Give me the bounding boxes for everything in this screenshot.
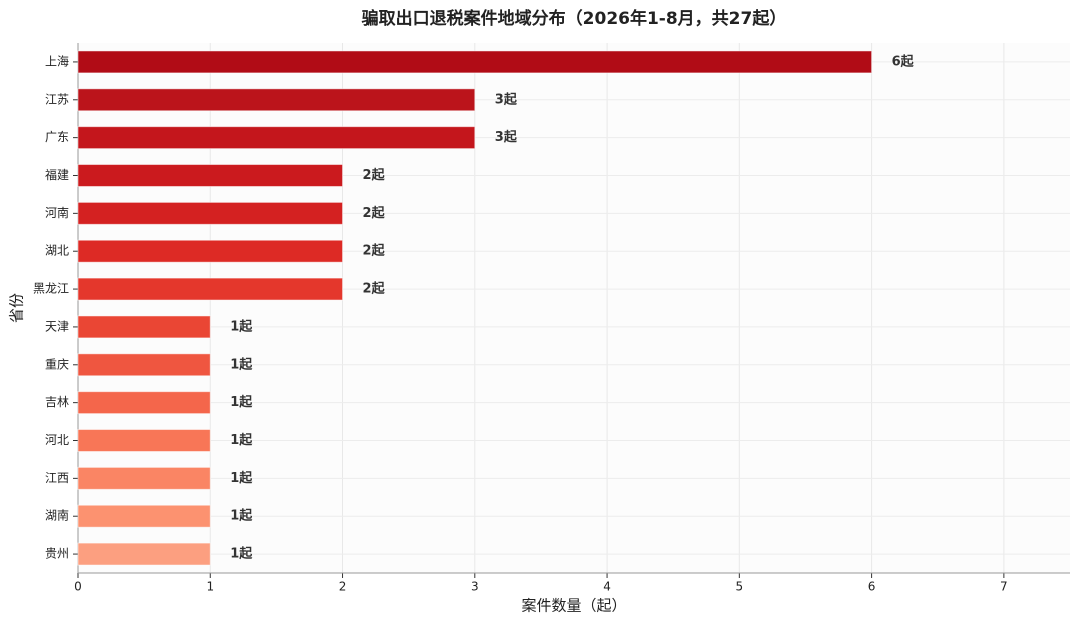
y-tick-label: 上海	[45, 53, 69, 68]
value-label: 3起	[495, 91, 518, 107]
bar	[77, 277, 344, 301]
y-tick-label: 黑龙江	[33, 282, 69, 296]
plot-area	[78, 43, 1070, 573]
bar	[77, 542, 211, 566]
y-tick-label: 福建	[45, 167, 69, 182]
y-tick-label: 江西	[45, 471, 69, 485]
value-label: 1起	[230, 546, 253, 562]
x-tick-label: 3	[471, 580, 479, 594]
value-label: 2起	[363, 167, 386, 183]
x-axis-title: 案件数量（起）	[521, 597, 626, 615]
x-tick-label: 4	[603, 580, 611, 594]
y-tick-label: 天津	[45, 319, 69, 333]
value-label: 1起	[230, 394, 253, 410]
y-tick-label: 湖南	[45, 508, 69, 523]
value-label: 1起	[230, 318, 253, 334]
value-label: 2起	[363, 205, 386, 221]
y-tick-label: 吉林	[45, 395, 69, 409]
bar	[77, 239, 344, 263]
value-label: 3起	[495, 129, 518, 145]
x-tick-label: 6	[868, 580, 876, 594]
y-tick-label: 河北	[45, 433, 69, 447]
bar	[77, 391, 211, 415]
bar	[77, 164, 344, 187]
bar	[77, 201, 344, 225]
value-label: 1起	[230, 356, 253, 372]
x-tick-label: 5	[736, 580, 744, 594]
y-tick-label: 湖北	[45, 243, 69, 258]
y-tick-label: 广东	[45, 130, 69, 144]
value-label: 1起	[230, 470, 253, 486]
bar	[77, 50, 873, 74]
y-tick-label: 重庆	[45, 357, 69, 371]
bar	[77, 353, 211, 377]
value-label: 2起	[363, 243, 386, 259]
bar	[77, 88, 476, 112]
bar	[77, 466, 211, 490]
bar	[77, 126, 476, 150]
x-tick-label: 0	[74, 580, 82, 594]
y-tick-label: 江苏	[45, 92, 69, 106]
bar	[77, 429, 211, 452]
value-label: 1起	[230, 432, 253, 448]
x-tick-label: 2	[339, 580, 347, 594]
bar	[77, 315, 211, 339]
chart-title: 骗取出口退税案件地域分布（2026年1-8月，共27起）	[362, 8, 787, 29]
value-label: 6起	[892, 53, 915, 69]
y-axis-title: 省份	[8, 293, 26, 323]
y-tick-label: 贵州	[45, 547, 69, 561]
value-label: 2起	[363, 281, 386, 297]
x-tick-label: 1	[206, 580, 214, 594]
x-tick-label: 7	[1000, 580, 1008, 594]
bar	[77, 504, 211, 528]
y-tick-label: 河南	[45, 205, 69, 220]
value-label: 1起	[230, 508, 253, 524]
